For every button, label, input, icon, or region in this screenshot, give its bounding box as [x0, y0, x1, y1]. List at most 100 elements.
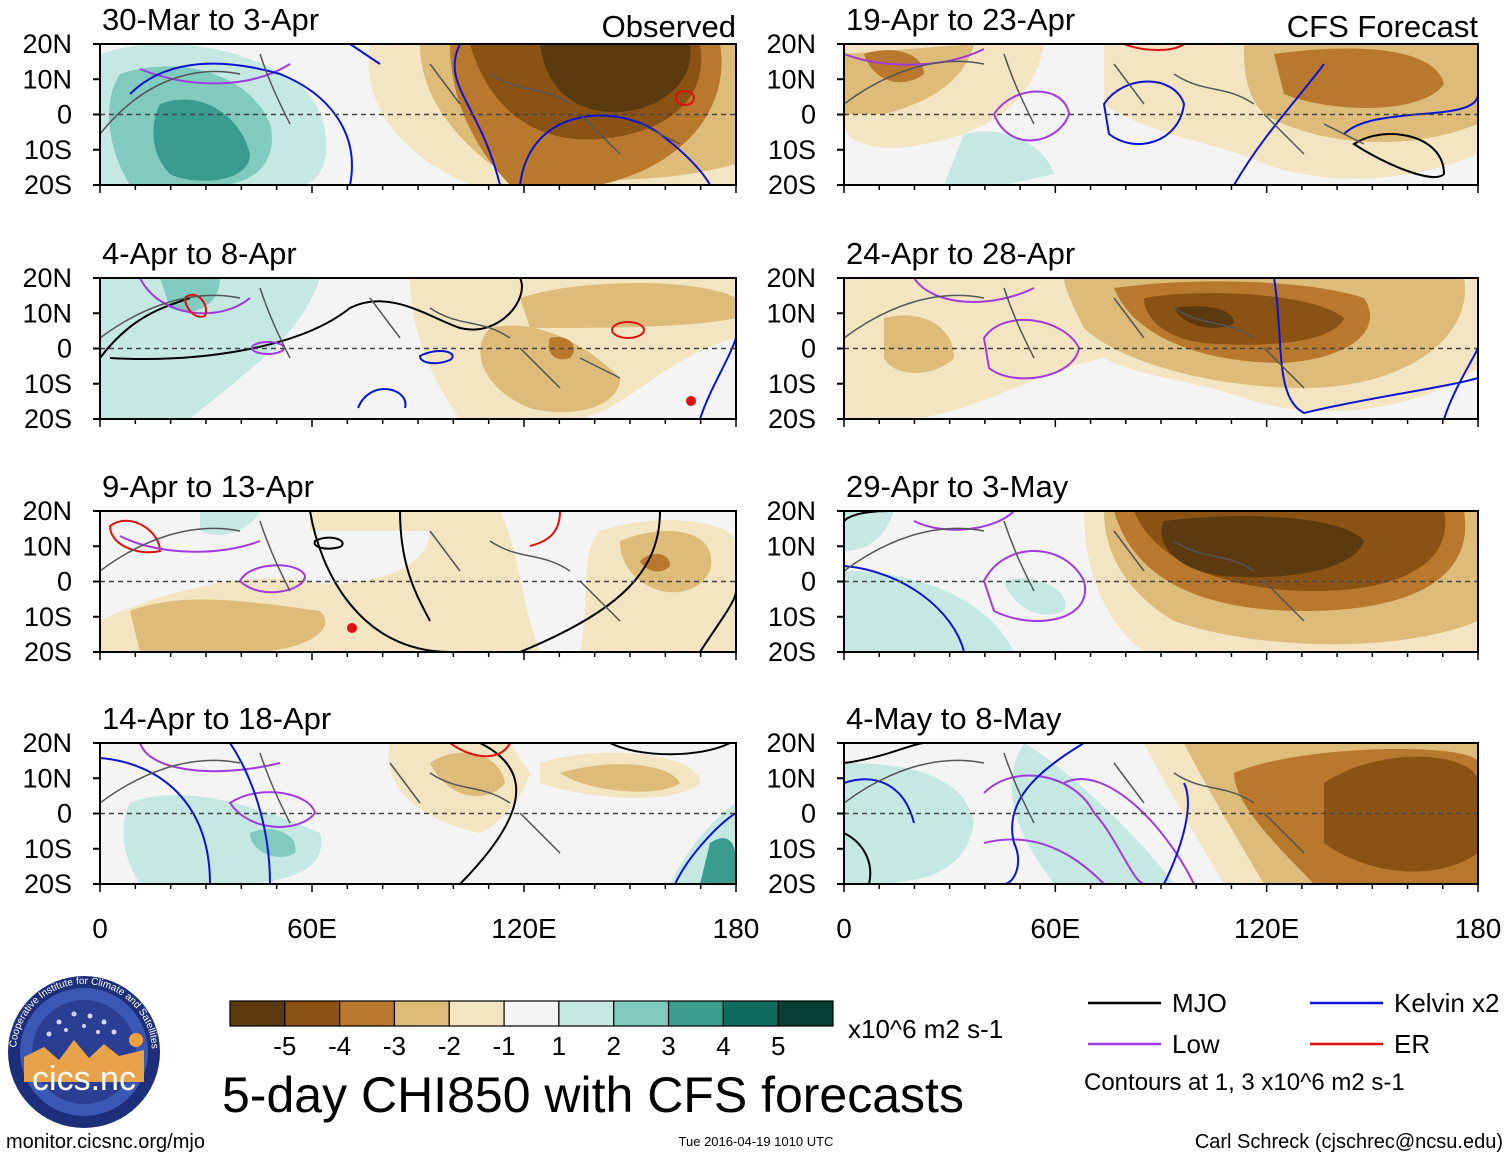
colorbar-label: -5: [273, 1031, 296, 1061]
ytick-label: 0: [57, 567, 72, 597]
colorbar-swatch: [448, 1000, 505, 1027]
cicsnc-logo: cics.nc Cooperative Institute for Climat…: [8, 976, 160, 1128]
ytick-label: 10N: [22, 763, 72, 793]
main-title: 5-day CHI850 with CFS forecasts: [222, 1067, 964, 1123]
colorbar-label: 4: [716, 1031, 730, 1061]
panel-6: [843, 277, 1479, 420]
panel-2: [99, 277, 737, 420]
colorbar-swatch: [339, 1000, 396, 1027]
colorbar-swatch: [229, 1000, 286, 1027]
observed-label: Observed: [602, 9, 736, 44]
generated-layer: 30-Mar to 3-Apr 20N 10N 0 10S 20S 4-Apr to 8-A…: [22, 2, 1501, 1061]
panel-5: [843, 43, 1479, 186]
ytick-label: 10S: [24, 834, 72, 864]
colorbar-label: -1: [493, 1031, 516, 1061]
legend-label: ER: [1394, 1029, 1430, 1059]
panel-title-p4: 14-Apr to 18-Apr: [102, 701, 331, 736]
ytick-label: 0: [801, 100, 816, 130]
xtick-label: 60E: [287, 913, 337, 944]
ytick-label: 20S: [768, 404, 816, 434]
ytick-label: 20N: [22, 29, 72, 59]
ytick-label: 10S: [24, 369, 72, 399]
colorbar-label: -4: [328, 1031, 351, 1061]
ytick-label: 10N: [22, 531, 72, 561]
ytick-label: 10N: [766, 298, 816, 328]
ytick-label: 0: [801, 799, 816, 829]
xtick-label: 180: [713, 913, 760, 944]
ytick-label: 20N: [22, 728, 72, 758]
ytick-label: 0: [57, 334, 72, 364]
panel-7: [843, 510, 1479, 653]
ytick-label: 20N: [766, 496, 816, 526]
footer-author[interactable]: Carl Schreck (cjschrec@ncsu.edu): [1195, 1131, 1503, 1153]
ytick-label: 10N: [766, 763, 816, 793]
logo-name: cics.nc: [32, 1060, 136, 1098]
ytick-label: 10N: [22, 298, 72, 328]
colorbar-swatch: [777, 1000, 834, 1027]
contour-note: Contours at 1, 3 x10^6 m2 s-1: [1084, 1069, 1405, 1096]
panel-title-p3: 9-Apr to 13-Apr: [102, 469, 314, 504]
panel-title-p2: 4-Apr to 8-Apr: [102, 236, 297, 271]
ytick-label: 20S: [24, 170, 72, 200]
ytick-label: 10S: [768, 602, 816, 632]
panel-3: [99, 510, 737, 653]
colorbar-label: 1: [552, 1031, 566, 1061]
panel-title-p1: 30-Mar to 3-Apr: [102, 2, 319, 37]
colorbar-label: -2: [438, 1031, 461, 1061]
xtick-label: 0: [836, 913, 852, 944]
panel-1: [99, 43, 737, 186]
colorbar-label: 5: [771, 1031, 785, 1061]
colorbar-units: x10^6 m2 s-1: [848, 1014, 1003, 1044]
colorbar-label: 2: [606, 1031, 620, 1061]
panel-title-p6: 24-Apr to 28-Apr: [846, 236, 1075, 271]
xtick-label: 180: [1455, 913, 1502, 944]
ytick-label: 10N: [766, 64, 816, 94]
ytick-label: 20S: [24, 404, 72, 434]
ytick-label: 20N: [766, 728, 816, 758]
ytick-label: 20S: [768, 170, 816, 200]
colorbar-swatch: [503, 1000, 560, 1027]
xtick-label: 120E: [1234, 913, 1299, 944]
ytick-label: 20S: [24, 637, 72, 667]
xtick-label: 60E: [1030, 913, 1080, 944]
colorbar-label: -3: [383, 1031, 406, 1061]
ytick-label: 0: [801, 567, 816, 597]
footer-url[interactable]: monitor.cicsnc.org/mjo: [6, 1131, 205, 1153]
ytick-label: 10S: [24, 602, 72, 632]
ytick-label: 0: [57, 100, 72, 130]
ytick-label: 20S: [768, 869, 816, 899]
ytick-label: 20S: [768, 637, 816, 667]
ytick-label: 20N: [22, 263, 72, 293]
ytick-label: 20S: [24, 869, 72, 899]
legend-label: Low: [1172, 1029, 1220, 1059]
colorbar-swatch: [284, 1000, 341, 1027]
ytick-label: 0: [57, 799, 72, 829]
ytick-label: 0: [801, 334, 816, 364]
ytick-label: 10S: [24, 135, 72, 165]
panel-8: [843, 742, 1479, 885]
forecast-label: CFS Forecast: [1287, 9, 1479, 44]
ytick-label: 10N: [22, 64, 72, 94]
ytick-label: 10N: [766, 531, 816, 561]
xtick-label: 0: [92, 913, 108, 944]
ytick-label: 20N: [766, 29, 816, 59]
ytick-label: 20N: [766, 263, 816, 293]
panel-title-p5: 19-Apr to 23-Apr: [846, 2, 1075, 37]
colorbar-swatch: [613, 1000, 670, 1027]
footer-timestamp: Tue 2016-04-19 1010 UTC: [679, 1134, 834, 1149]
colorbar-swatch: [393, 1000, 450, 1027]
ytick-label: 10S: [768, 834, 816, 864]
panel-4: [99, 742, 737, 885]
legend-label: MJO: [1172, 988, 1227, 1018]
xtick-label: 120E: [491, 913, 556, 944]
legend-label: Kelvin x2: [1394, 988, 1500, 1018]
panel-title-p7: 29-Apr to 3-May: [846, 469, 1069, 504]
ytick-label: 10S: [768, 135, 816, 165]
colorbar-label: 3: [661, 1031, 675, 1061]
ytick-label: 20N: [22, 496, 72, 526]
colorbar-swatch: [722, 1000, 779, 1027]
ytick-label: 10S: [768, 369, 816, 399]
colorbar-swatch: [558, 1000, 615, 1027]
colorbar-swatch: [667, 1000, 724, 1027]
